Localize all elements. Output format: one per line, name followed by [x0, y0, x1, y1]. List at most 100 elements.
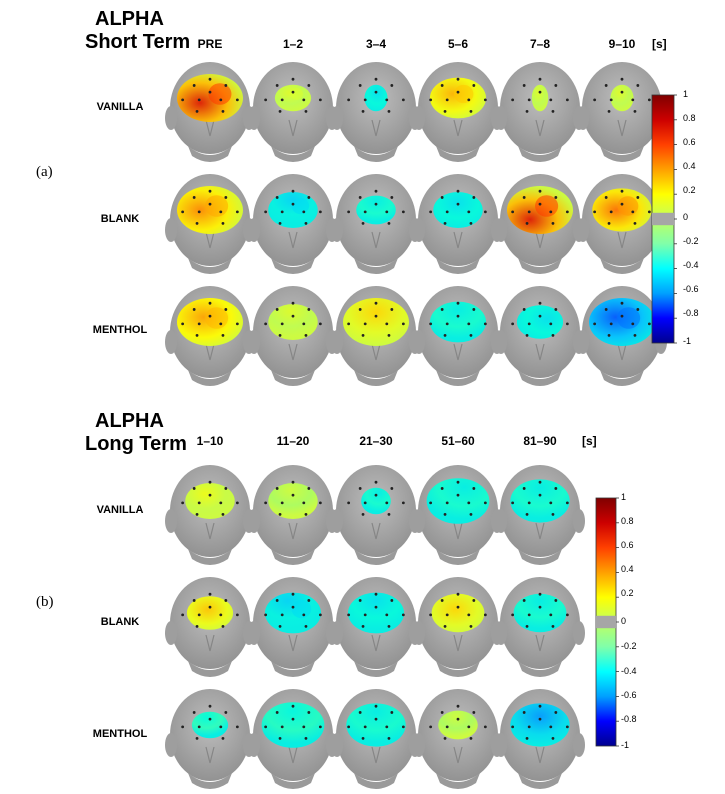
panel-a-row-1: BLANK	[100, 213, 140, 225]
electrode-dot	[401, 210, 405, 214]
electrode-dot	[221, 512, 225, 516]
electrode-dot	[527, 98, 531, 102]
electrode-dot	[538, 717, 542, 721]
colorbar-a-tick: -1	[683, 336, 692, 346]
electrode-dot	[483, 98, 487, 102]
activation-region	[347, 592, 405, 634]
electrode-dot	[291, 480, 295, 484]
colorbar-a-tick: -0.2	[683, 236, 699, 246]
head-map-b-r0-c4	[495, 465, 585, 565]
electrode-dot	[538, 493, 542, 497]
head-map-a-r0-c4	[495, 62, 585, 162]
electrode-dot	[291, 202, 295, 206]
activation-region	[361, 487, 391, 515]
head-nose	[535, 119, 545, 137]
colorbar-b	[595, 497, 619, 747]
electrode-dot	[302, 322, 306, 326]
electrode-dot	[291, 314, 295, 318]
head-map-b-r0-c3	[413, 465, 503, 565]
head-chin	[271, 370, 315, 386]
panel-a-col-5: 9–10	[608, 37, 636, 51]
head-nose	[617, 343, 627, 361]
head-ear-left	[248, 106, 260, 130]
head-chin	[354, 773, 398, 789]
head-chin	[518, 661, 562, 677]
head-nose	[453, 746, 463, 764]
electrode-dot	[527, 613, 531, 617]
electrode-dot	[208, 704, 212, 708]
electrode-dot	[472, 487, 476, 490]
activation-region	[429, 301, 487, 343]
colorbar-a	[651, 94, 677, 344]
head-ear-left	[248, 621, 260, 645]
panel-a-title-line1: ALPHA	[95, 8, 164, 30]
activation-region	[191, 711, 229, 739]
panel-a-label: (a)	[36, 164, 53, 180]
activation-focus	[453, 84, 474, 104]
electrode-dot	[385, 613, 389, 617]
electrode-dot	[538, 480, 542, 484]
electrode-dot	[456, 202, 460, 206]
head-chin	[188, 146, 232, 162]
electrode-dot	[467, 501, 471, 505]
head-ear-left	[165, 621, 177, 645]
electrode-dot	[511, 725, 515, 729]
electrode-dot	[387, 221, 391, 225]
head-map-a-r2-c2	[331, 286, 421, 386]
electrode-dot	[472, 196, 476, 199]
head-map-a-r1-c3	[413, 174, 503, 274]
head-ear-right	[573, 733, 585, 757]
electrode-dot	[385, 501, 389, 505]
electrode-dot	[538, 704, 542, 708]
head-ear-left	[413, 218, 425, 242]
head-nose	[617, 231, 627, 249]
electrode-dot	[219, 322, 223, 326]
electrode-dot	[565, 613, 569, 617]
electrode-dot	[522, 308, 526, 311]
electrode-dot	[469, 109, 473, 113]
head-nose	[535, 343, 545, 361]
electrode-dot	[469, 512, 473, 516]
electrode-dot	[347, 725, 351, 729]
electrode-dot	[275, 487, 279, 490]
electrode-dot	[358, 84, 362, 87]
colorbar-a-tick: -0.8	[683, 308, 699, 318]
head-ear-left	[331, 733, 343, 757]
panel-b-col-4: 81–90	[523, 434, 557, 448]
electrode-dot	[318, 322, 322, 326]
electrode-dot	[302, 98, 306, 102]
electrode-dot	[633, 333, 637, 337]
head-ear-left	[577, 218, 589, 242]
head-chin	[436, 258, 480, 274]
electrode-dot	[275, 599, 279, 602]
head-ear-right	[573, 621, 585, 645]
head-ear-left	[495, 330, 507, 354]
electrode-dot	[224, 599, 228, 602]
head-ear-left	[248, 509, 260, 533]
head-nose	[535, 634, 545, 652]
electrode-dot	[472, 308, 476, 311]
electrode-dot	[374, 77, 378, 81]
electrode-dot	[280, 98, 284, 102]
colorbar-b-tick: -1	[621, 740, 630, 750]
electrode-dot	[278, 333, 282, 337]
electrode-dot	[347, 501, 351, 505]
electrode-dot	[551, 624, 555, 628]
electrode-dot	[443, 109, 447, 113]
electrode-dot	[235, 613, 239, 617]
electrode-dot	[264, 501, 268, 505]
electrode-dot	[440, 711, 444, 714]
electrode-dot	[565, 98, 569, 102]
electrode-dot	[280, 501, 284, 505]
electrode-dot	[647, 322, 651, 326]
electrode-dot	[525, 221, 529, 225]
panel-b-col-0: 1–10	[196, 434, 224, 448]
head-chin	[600, 146, 644, 162]
activation-region	[510, 479, 570, 523]
head-chin	[518, 258, 562, 274]
colorbar-b-tick: 0.8	[621, 516, 634, 526]
electrode-dot	[647, 98, 651, 102]
head-map-b-r1-c4	[495, 577, 585, 677]
head-map-a-r2-c5	[577, 286, 667, 386]
panel-a-row-0: VANILLA	[96, 101, 144, 113]
